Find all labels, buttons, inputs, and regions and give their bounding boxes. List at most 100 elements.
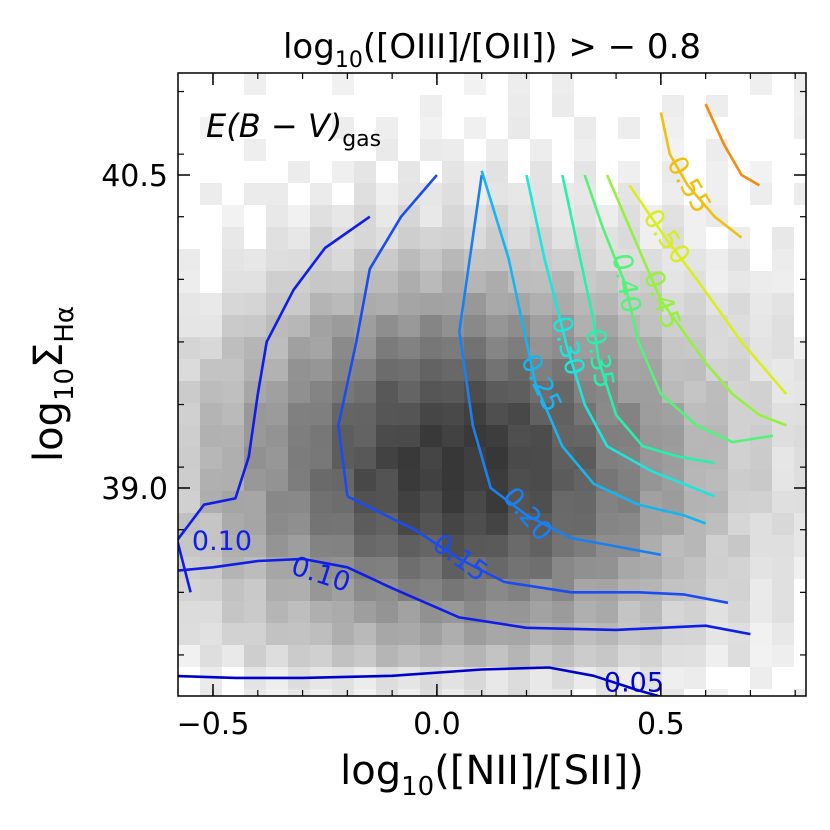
heatmap-cell (640, 425, 662, 447)
heatmap-cell (332, 381, 354, 403)
heatmap-cell (508, 425, 530, 447)
heatmap-cell (354, 403, 376, 425)
heatmap-cell (794, 557, 806, 579)
heatmap-cell (596, 469, 618, 491)
heatmap-cell (354, 337, 376, 359)
heatmap-cell (442, 447, 464, 469)
heatmap-cell (178, 425, 200, 447)
heatmap-cell (486, 139, 508, 161)
heatmap-cell (574, 623, 596, 645)
contour-line-0-4 (583, 174, 774, 444)
heatmap-cell (552, 623, 574, 645)
heatmap-cell (266, 579, 288, 601)
heatmap-cell (442, 403, 464, 425)
heatmap-cell (794, 535, 806, 557)
heatmap-cell (398, 557, 420, 579)
heatmap-cell (178, 249, 200, 271)
heatmap-cell (574, 447, 596, 469)
heatmap-cell (750, 535, 772, 557)
heatmap-cell (750, 557, 772, 579)
heatmap-cell (728, 293, 750, 315)
heatmap-cell (376, 645, 398, 667)
heatmap-cell (574, 645, 596, 667)
heatmap-cell (530, 447, 552, 469)
heatmap-cell (552, 381, 574, 403)
heatmap-cell (442, 469, 464, 491)
heatmap-cell (508, 73, 530, 95)
heatmap-cell (332, 117, 354, 139)
heatmap-cell (486, 425, 508, 447)
heatmap-cell (794, 337, 806, 359)
heatmap-cell (354, 227, 376, 249)
heatmap-cell (178, 293, 200, 315)
heatmap-cell (750, 359, 772, 381)
heatmap-cell (486, 227, 508, 249)
heatmap-cell (486, 623, 508, 645)
heatmap-cell (618, 425, 640, 447)
heatmap-cell (222, 513, 244, 535)
heatmap-cell (464, 689, 486, 696)
heatmap-cell (596, 579, 618, 601)
heatmap-cell (508, 535, 530, 557)
heatmap-cell (750, 469, 772, 491)
heatmap-cell (464, 117, 486, 139)
heatmap-cell (772, 469, 794, 491)
heatmap-cell (618, 645, 640, 667)
heatmap-cell (222, 623, 244, 645)
heatmap-cell (772, 271, 794, 293)
heatmap-cell (442, 579, 464, 601)
heatmap-cell (750, 73, 772, 95)
heatmap-cell (376, 381, 398, 403)
heatmap-cell (398, 161, 420, 183)
heatmap-cell (552, 491, 574, 513)
heatmap-cell (640, 469, 662, 491)
heatmap-cell (486, 315, 508, 337)
plot-frame (177, 72, 807, 697)
heatmap-cell (354, 601, 376, 623)
heatmap-cell (266, 425, 288, 447)
heatmap-cell (310, 579, 332, 601)
heatmap-cell (332, 337, 354, 359)
heatmap-cell (178, 645, 200, 667)
heatmap-cell (442, 139, 464, 161)
contour-line-0-45 (605, 174, 787, 427)
heatmap-cell (464, 227, 486, 249)
heatmap-cell (376, 403, 398, 425)
heatmap-cell (200, 381, 222, 403)
heatmap-cell (244, 645, 266, 667)
heatmap-cell (508, 249, 530, 271)
heatmap-cell (442, 689, 464, 696)
heatmap-cell (420, 249, 442, 271)
heatmap-cell (288, 491, 310, 513)
heatmap-cell (332, 73, 354, 95)
heatmap-cell (772, 337, 794, 359)
heatmap-cell (244, 249, 266, 271)
heatmap-cell (420, 579, 442, 601)
heatmap-cell (354, 205, 376, 227)
heatmap-cell (662, 381, 684, 403)
contour-line-0-5 (628, 184, 788, 395)
heatmap-cell (618, 491, 640, 513)
heatmap-cell (552, 645, 574, 667)
heatmap-cell (530, 535, 552, 557)
heatmap-cell (508, 667, 530, 689)
heatmap-cell (530, 249, 552, 271)
heatmap-cell (508, 403, 530, 425)
heatmap-cell (442, 227, 464, 249)
heatmap-cell (398, 491, 420, 513)
heatmap-cell (288, 359, 310, 381)
heatmap-cell (772, 293, 794, 315)
heatmap-cell (200, 183, 222, 205)
heatmap-cell (288, 227, 310, 249)
heatmap-cell (706, 95, 728, 117)
heatmap-cell (596, 381, 618, 403)
heatmap-cell (530, 359, 552, 381)
heatmap-cell (310, 337, 332, 359)
heatmap-cell (266, 293, 288, 315)
heatmap-cell (200, 535, 222, 557)
heatmap-cell (728, 447, 750, 469)
heatmap-cell (244, 293, 266, 315)
heatmap-cell (222, 227, 244, 249)
heatmap-cell (332, 645, 354, 667)
